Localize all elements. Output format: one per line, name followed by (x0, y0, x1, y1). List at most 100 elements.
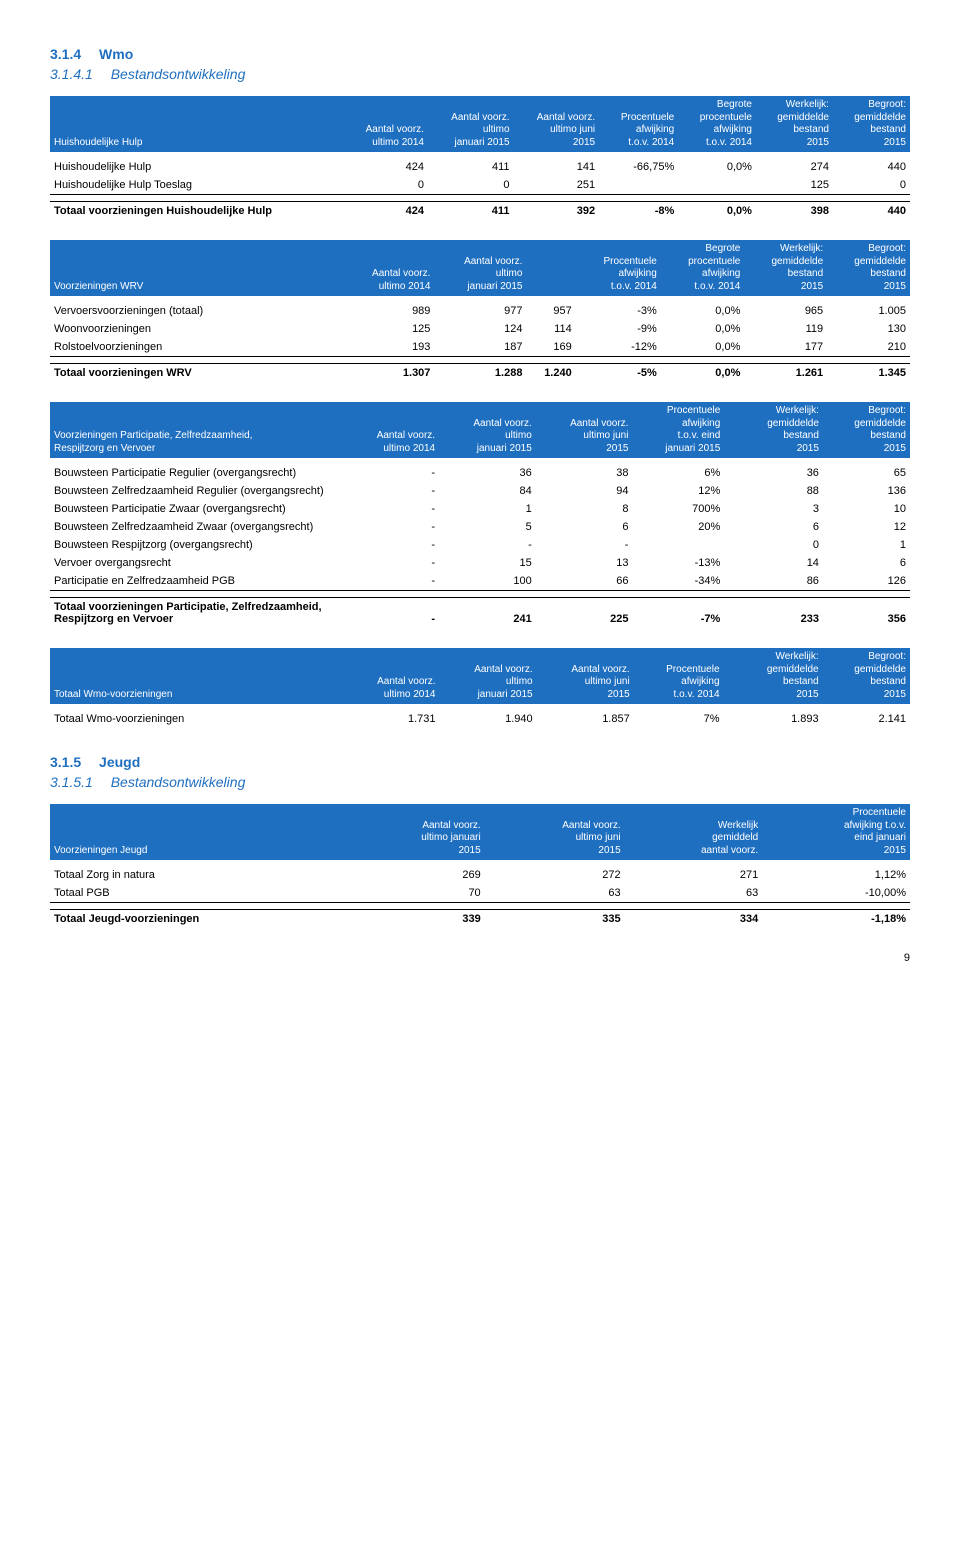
col-title: Totaal Wmo-voorzieningen (50, 648, 342, 704)
table-row: Bouwsteen Zelfredzaamheid Zwaar (overgan… (50, 518, 910, 536)
cell: 0,0% (661, 364, 745, 383)
cell: 0 (833, 176, 910, 195)
cell: 1.857 (537, 710, 634, 728)
cell: 141 (514, 158, 600, 176)
col-header: Procentueleafwijkingt.o.v. 2014 (634, 648, 724, 704)
cell (724, 482, 736, 500)
table-participatie: Voorzieningen Participatie, Zelfredzaamh… (50, 402, 910, 628)
col-header: Aantal voorz.ultimojanuari 2015 (428, 96, 514, 152)
col-title: Voorzieningen WRV (50, 240, 342, 296)
cell: 125 (342, 320, 434, 338)
row-label: Vervoer overgangsrecht (50, 554, 342, 572)
cell: 88 (736, 482, 823, 500)
col-header: Begroteprocentueleafwijkingt.o.v. 2014 (661, 240, 745, 296)
total-label: Totaal voorzieningen WRV (50, 364, 342, 383)
table-totaal-wmo: Totaal Wmo-voorzieningen Aantal voorz.ul… (50, 648, 910, 728)
cell: 36 (736, 464, 823, 482)
cell (724, 464, 736, 482)
page-number: 9 (50, 952, 910, 964)
cell: - (342, 500, 439, 518)
table-row: Woonvoorzieningen125124114-9%0,0%119130 (50, 320, 910, 338)
cell: 1.005 (827, 302, 910, 320)
cell: 411 (428, 158, 514, 176)
total-row: Totaal voorzieningen Huishoudelijke Hulp… (50, 202, 910, 221)
cell: 440 (833, 158, 910, 176)
cell: 700% (632, 500, 724, 518)
cell: 274 (756, 158, 833, 176)
cell: 0,0% (661, 320, 745, 338)
col-header: Procentueleafwijkingt.o.v. 2014 (599, 96, 678, 152)
col-header: Aantal voorz.ultimojanuari 2015 (439, 402, 536, 458)
col-header: Aantal voorz.ultimo 2014 (342, 96, 428, 152)
cell (632, 536, 724, 554)
col-title: Voorzieningen Participatie, Zelfredzaamh… (50, 402, 342, 458)
total-row: Totaal Jeugd-voorzieningen339335334-1,18… (50, 910, 910, 929)
heading-title: Wmo (99, 46, 133, 62)
total-row: Totaal voorzieningen WRV1.3071.2881.240-… (50, 364, 910, 383)
row-label: Totaal Wmo-voorzieningen (50, 710, 342, 728)
cell: 1.307 (342, 364, 434, 383)
table-row: Vervoer overgangsrecht-1513-13%146 (50, 554, 910, 572)
row-label: Bouwsteen Participatie Zwaar (overgangsr… (50, 500, 342, 518)
table-row: Bouwsteen Participatie Zwaar (overgangsr… (50, 500, 910, 518)
col-header (724, 648, 736, 704)
cell: 12 (823, 518, 910, 536)
cell: 6 (736, 518, 823, 536)
cell: 8 (536, 500, 633, 518)
cell: 225 (536, 598, 633, 629)
table-jeugd: Voorzieningen Jeugd Aantal voorz.ultimo … (50, 804, 910, 928)
cell: 339 (342, 910, 484, 929)
col-header: Aantal voorz.ultimo 2014 (342, 648, 439, 704)
cell: 86 (736, 572, 823, 591)
cell: - (536, 536, 633, 554)
cell: 1 (439, 500, 536, 518)
cell: 130 (827, 320, 910, 338)
row-label: Bouwsteen Respijtzorg (overgangsrecht) (50, 536, 342, 554)
col-header: Begroteprocentueleafwijkingt.o.v. 2014 (678, 96, 756, 152)
cell: -8% (599, 202, 678, 221)
cell: - (342, 464, 439, 482)
cell: 398 (756, 202, 833, 221)
col-header: Aantal voorz.ultimo juni2015 (514, 96, 600, 152)
col-header: Werkelijk:gemiddeldebestand2015 (736, 402, 823, 458)
cell: 6% (632, 464, 724, 482)
cell: 392 (514, 202, 600, 221)
cell: 65 (823, 464, 910, 482)
cell: 84 (439, 482, 536, 500)
cell: 20% (632, 518, 724, 536)
cell (724, 710, 736, 728)
row-label: Totaal Zorg in natura (50, 866, 342, 884)
row-label: Bouwsteen Participatie Regulier (overgan… (50, 464, 342, 482)
total-row: Totaal voorzieningen Participatie, Zelfr… (50, 598, 910, 629)
heading-title: Bestandsontwikkeling (111, 774, 246, 790)
cell: - (439, 536, 536, 554)
col-header: Procentueleafwijkingt.o.v. 2014 (576, 240, 661, 296)
cell (724, 536, 736, 554)
cell: 269 (342, 866, 484, 884)
table-row: Totaal Zorg in natura2692722711,12% (50, 866, 910, 884)
cell (724, 518, 736, 536)
cell: 233 (736, 598, 823, 629)
col-header (526, 240, 575, 296)
cell: 0,0% (678, 202, 756, 221)
cell: 424 (342, 202, 428, 221)
cell: 63 (485, 884, 625, 903)
cell: - (342, 518, 439, 536)
cell: -1,18% (762, 910, 910, 929)
cell: 272 (485, 866, 625, 884)
cell: 177 (744, 338, 827, 357)
total-label: Totaal Jeugd-voorzieningen (50, 910, 342, 929)
cell: 977 (434, 302, 526, 320)
cell: 210 (827, 338, 910, 357)
cell: 10 (823, 500, 910, 518)
cell: 1.288 (434, 364, 526, 383)
cell: 125 (756, 176, 833, 195)
cell: 411 (428, 202, 514, 221)
cell (724, 572, 736, 591)
cell: -3% (576, 302, 661, 320)
col-header: Aantal voorz.ultimojanuari 2015 (434, 240, 526, 296)
col-header: Begroot:gemiddeldebestand2015 (833, 96, 910, 152)
cell: 424 (342, 158, 428, 176)
total-label: Totaal voorzieningen Huishoudelijke Hulp (50, 202, 342, 221)
cell: 63 (625, 884, 763, 903)
